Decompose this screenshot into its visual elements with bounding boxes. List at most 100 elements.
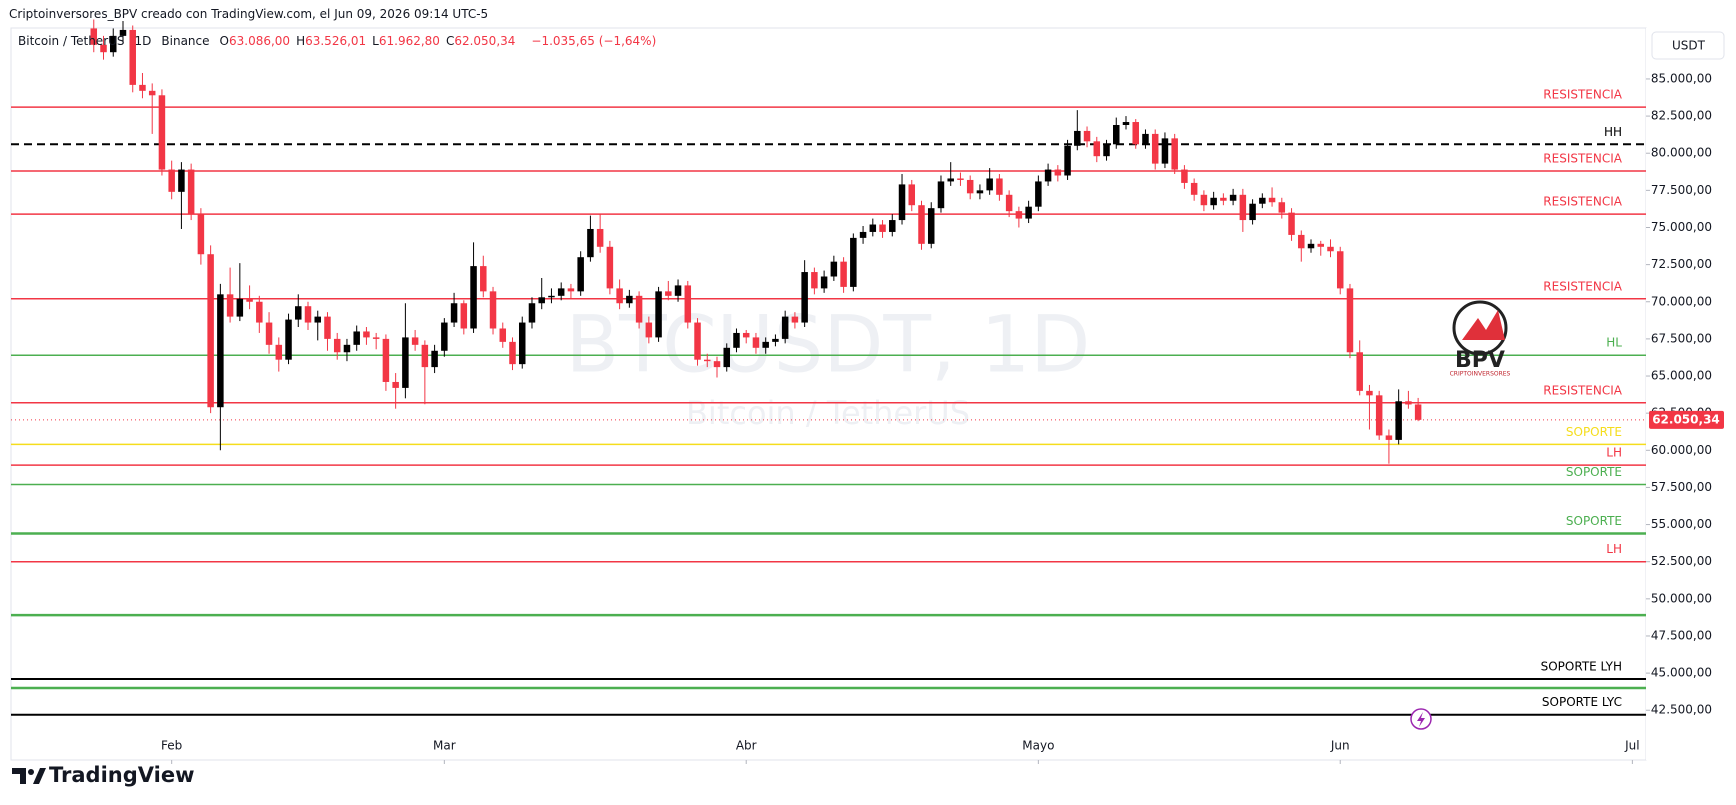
candle-body	[518, 322, 526, 365]
candle-body	[187, 169, 195, 215]
candle-body	[801, 272, 808, 323]
candle-body	[207, 254, 214, 408]
footer-logo-mark	[33, 768, 46, 784]
candle-body	[499, 328, 507, 342]
x-tick-label: Mayo	[1022, 739, 1054, 753]
candle-body	[1190, 182, 1198, 195]
candle-body	[421, 344, 429, 368]
candle-body	[791, 316, 799, 323]
candle-body	[820, 276, 828, 289]
footer-logo-dot	[28, 769, 34, 775]
candle-body	[304, 306, 312, 323]
candle-body	[1249, 203, 1256, 221]
candle-body	[918, 205, 925, 244]
candle-body	[1142, 133, 1149, 145]
logo: BPV CRIPTOINVERSORES	[1450, 300, 1511, 378]
candle-body	[1113, 124, 1120, 145]
candle-body	[90, 28, 98, 45]
price-change: −1.035,65 (−1,64%)	[531, 34, 657, 48]
logo-tagline: CRIPTOINVERSORES	[1450, 371, 1511, 378]
candle-body	[1375, 395, 1383, 436]
symbol-exchange: Binance	[161, 34, 210, 48]
y-tick-label: 42.500,00	[1651, 703, 1712, 717]
candle-body	[1298, 234, 1305, 249]
candle-body	[772, 338, 779, 342]
candle-body	[1093, 141, 1101, 157]
candle-body	[1122, 122, 1130, 125]
candle-body	[226, 294, 234, 317]
candle-body	[937, 181, 945, 209]
logo-ring	[1452, 300, 1508, 356]
candle-body	[333, 338, 341, 353]
candle-body	[1181, 169, 1188, 183]
candle-body	[1268, 197, 1276, 203]
level-label: HL	[1606, 336, 1622, 350]
ohlc-value: 63.526,01	[305, 34, 367, 48]
currency-box[interactable]	[1651, 31, 1725, 60]
candle-body	[109, 35, 117, 53]
candle-body	[635, 295, 643, 323]
logo-emblem	[1462, 310, 1505, 340]
candle-body	[1288, 212, 1295, 235]
watermark-description: Bitcoin / TetherUS	[686, 394, 970, 432]
candle-body	[1317, 243, 1325, 247]
candle-body	[460, 303, 468, 329]
alert-bolt[interactable]	[1417, 712, 1425, 727]
ohlc-key: O	[219, 34, 229, 48]
candle-body	[898, 184, 906, 221]
candle-body	[148, 90, 156, 96]
candle-body	[889, 220, 896, 232]
candle-body	[1200, 194, 1208, 206]
ohlc-values: O63.086,00 H63.526,01 L61.962,80 C62.050,34	[220, 34, 522, 48]
level-label: SOPORTE LYH	[1541, 660, 1622, 674]
logo-text: BPV	[1455, 348, 1505, 373]
currency-label[interactable]: USDT	[1672, 39, 1706, 53]
candle-body	[723, 347, 730, 368]
candle-body	[402, 337, 409, 388]
y-tick-label: 80.000,00	[1651, 146, 1712, 160]
candle-body	[382, 338, 390, 382]
candle-body	[626, 295, 633, 304]
candle-body	[1171, 138, 1178, 170]
alert-icon[interactable]	[1410, 708, 1432, 730]
candle-body	[265, 322, 273, 345]
candle-body	[392, 381, 399, 388]
candle-body	[441, 322, 448, 351]
y-tick-label: 57.500,00	[1651, 480, 1712, 494]
candle-body	[762, 341, 769, 348]
candle-body	[295, 306, 302, 320]
candle-body	[1044, 169, 1052, 182]
y-tick-label: 75.000,00	[1651, 220, 1712, 234]
candle-body	[577, 257, 584, 292]
candle-body	[645, 322, 653, 338]
y-tick-label: 60.000,00	[1651, 443, 1712, 457]
candle-body	[178, 169, 185, 192]
y-tick-label: 50.000,00	[1651, 591, 1712, 605]
candle-body	[1366, 390, 1373, 396]
candle-body	[1025, 206, 1032, 219]
symbol-interval: 1D	[134, 34, 152, 48]
ohlc-value: 62.050,34	[454, 34, 516, 48]
level-label: RESISTENCIA	[1543, 195, 1623, 209]
watermark-symbol: BTCUSDT, 1D	[566, 300, 1091, 390]
symbol-name: Bitcoin / TetherUS	[18, 34, 125, 48]
level-label: SOPORTE	[1566, 514, 1622, 528]
price-axis	[1646, 28, 1736, 760]
candle-body	[1161, 138, 1169, 164]
candle-body	[343, 344, 351, 353]
candle-body	[1210, 197, 1217, 206]
candle-body	[1035, 181, 1042, 207]
candle-body	[957, 178, 964, 180]
candle-body	[1239, 194, 1247, 221]
x-tick-label: Feb	[161, 739, 182, 753]
candle-body	[1405, 401, 1412, 405]
candle-body	[986, 178, 993, 191]
candle-body	[684, 285, 692, 323]
candle-body	[811, 272, 818, 289]
level-label: HH	[1604, 125, 1622, 139]
author-line: Criptoinversores_BPV creado con TradingV…	[9, 7, 489, 21]
candle-body	[694, 322, 701, 360]
level-label: RESISTENCIA	[1543, 152, 1623, 166]
candle-body	[830, 261, 838, 277]
